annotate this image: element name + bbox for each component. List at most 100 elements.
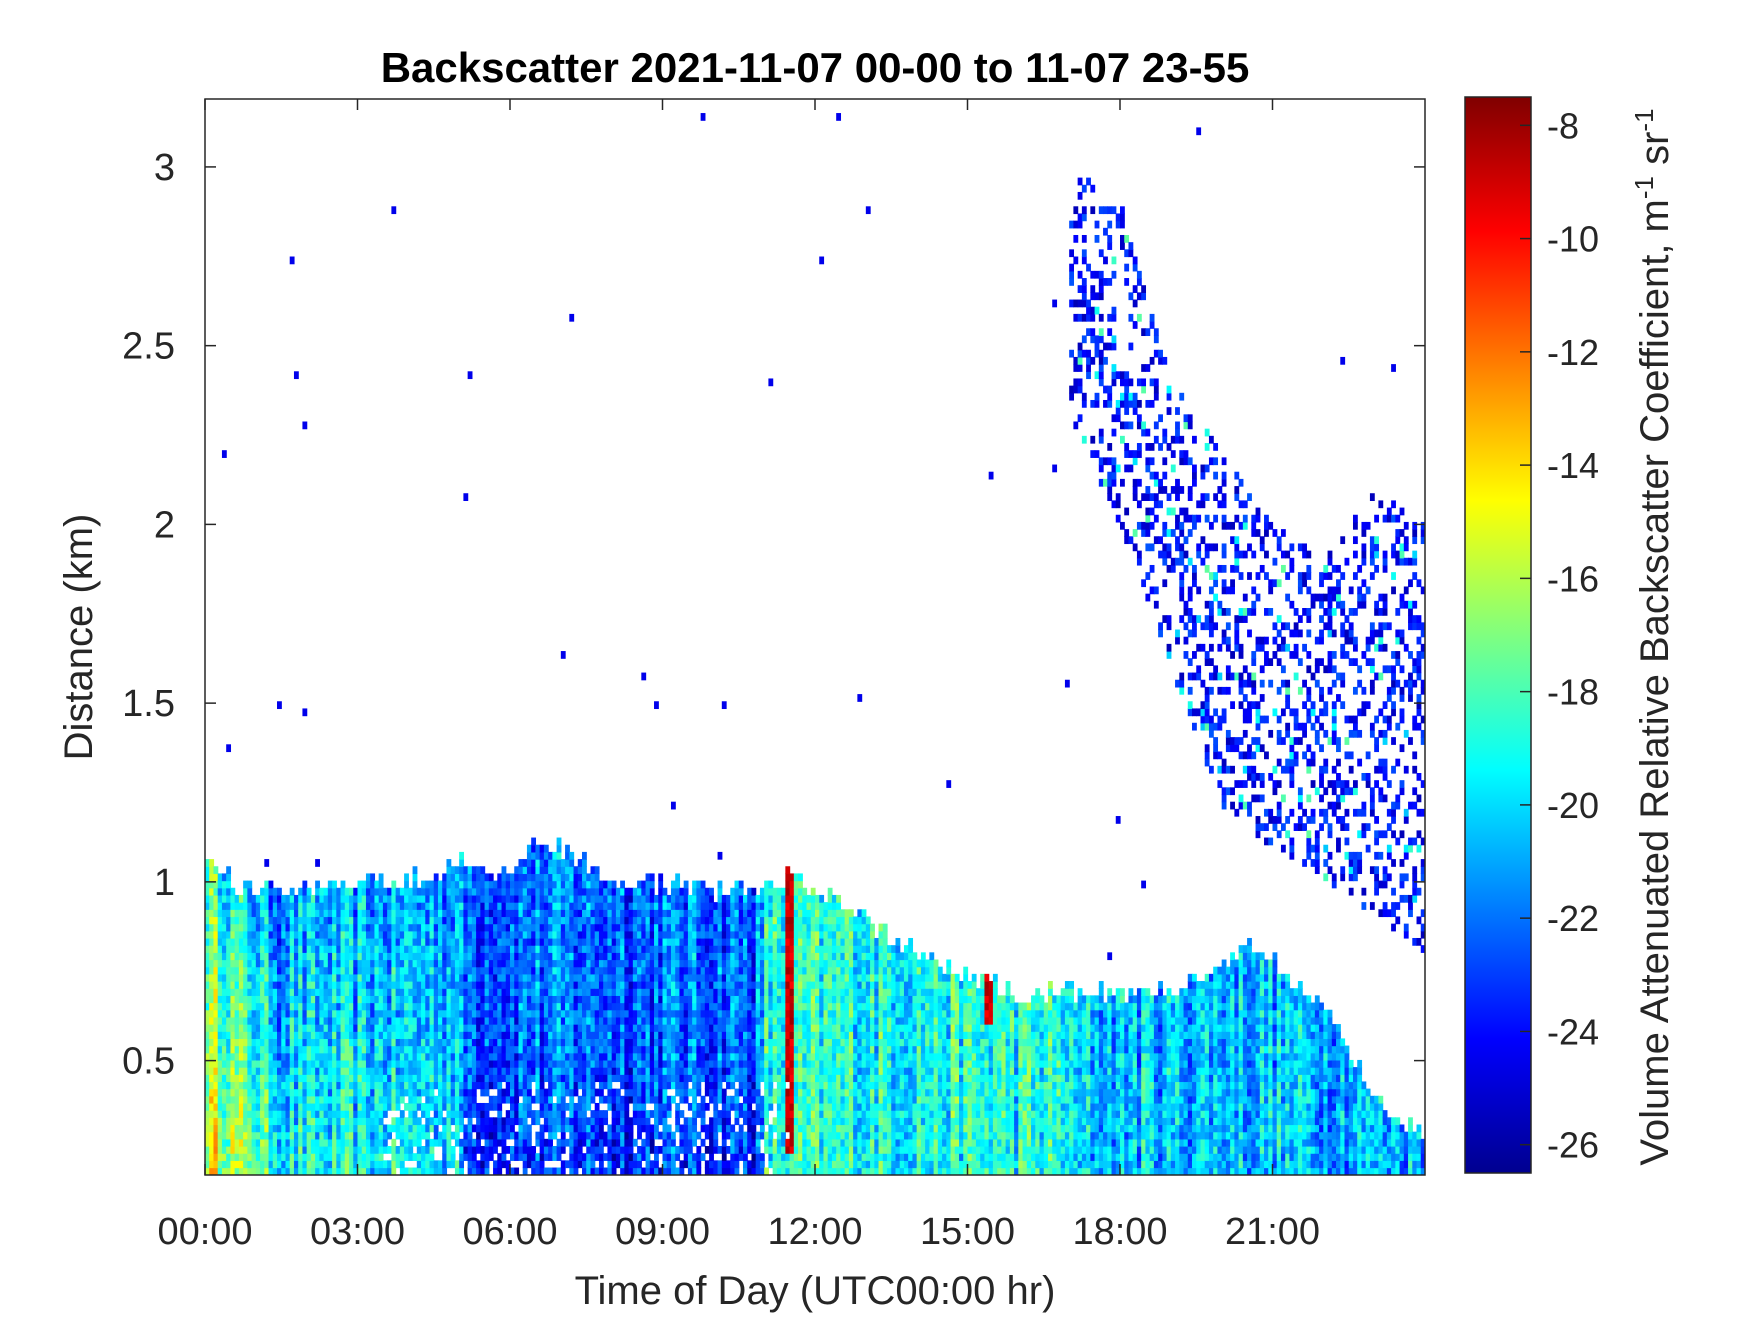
heatmap-cell — [476, 894, 481, 903]
heatmap-cell — [603, 1052, 609, 1061]
heatmap-cell — [611, 1009, 617, 1018]
heatmap-cell — [582, 923, 587, 932]
heatmap-cell — [315, 909, 320, 918]
heatmap-cell — [408, 988, 414, 996]
heatmap-cell — [209, 1016, 215, 1025]
heatmap-cell — [234, 973, 240, 982]
heatmap-cell — [323, 1074, 329, 1083]
heatmap-cell — [437, 1110, 443, 1118]
heatmap-cell — [615, 1074, 621, 1083]
heatmap-cell — [658, 1095, 664, 1104]
heatmap-cell — [662, 1002, 668, 1011]
heatmap-cell — [488, 966, 494, 975]
heatmap-cell — [679, 952, 685, 961]
heatmap-cell — [586, 1167, 592, 1175]
heatmap-cell — [268, 952, 274, 961]
heatmap-cell — [552, 923, 558, 932]
heatmap-cell — [624, 945, 630, 953]
heatmap-cell — [531, 916, 537, 925]
heatmap-cell — [505, 873, 511, 882]
heatmap-cell — [412, 1117, 418, 1126]
heatmap-cell — [687, 916, 693, 925]
heatmap-cell — [700, 1002, 706, 1011]
heatmap-cell — [666, 1016, 672, 1025]
heatmap-cell — [302, 1102, 308, 1111]
heatmap-cell — [582, 1102, 587, 1111]
heatmap-cell — [332, 1009, 337, 1018]
heatmap-cell — [692, 995, 697, 1004]
heatmap-cell — [281, 937, 287, 946]
heatmap-cell — [412, 952, 418, 961]
heatmap-cell — [666, 1110, 672, 1118]
heatmap-cell — [598, 966, 604, 975]
heatmap-cell — [497, 1095, 503, 1104]
heatmap-cell — [569, 937, 575, 946]
heatmap-cell — [692, 894, 697, 903]
heatmap-cell — [412, 988, 418, 996]
heatmap-cell — [298, 1024, 304, 1032]
heatmap-cell — [454, 1024, 460, 1032]
heatmap-cell — [387, 1016, 392, 1025]
heatmap-cell — [730, 1153, 736, 1161]
heatmap-cell — [526, 909, 532, 918]
heatmap-cell — [243, 1153, 248, 1161]
heatmap-cell — [421, 1031, 426, 1039]
heatmap-cell — [289, 1153, 295, 1161]
heatmap-cell — [463, 1016, 469, 1025]
heatmap-cell — [539, 880, 545, 889]
heatmap-cell — [480, 981, 486, 989]
heatmap-cell — [332, 988, 337, 996]
heatmap-cell — [522, 930, 528, 939]
heatmap-cell — [319, 916, 325, 925]
heatmap-cell — [272, 973, 278, 982]
heatmap-cell — [620, 945, 625, 953]
heatmap-cell — [459, 1024, 465, 1032]
heatmap-cell — [425, 1153, 431, 1161]
heatmap-cell — [281, 1059, 287, 1068]
heatmap-cell — [577, 1052, 583, 1061]
heatmap-cell — [315, 902, 320, 910]
heatmap-cell — [590, 923, 596, 932]
heatmap-cell — [569, 1024, 575, 1032]
heatmap-cell — [433, 1067, 439, 1075]
heatmap-cell — [501, 1045, 507, 1054]
heatmap-cell — [726, 1067, 731, 1075]
heatmap-cell — [590, 1095, 596, 1104]
heatmap-cell — [408, 981, 414, 989]
heatmap-cell — [332, 937, 337, 946]
heatmap-cell — [459, 981, 465, 989]
heatmap-cell — [476, 995, 481, 1004]
heatmap-cell — [332, 880, 337, 889]
heatmap-cell — [353, 902, 359, 910]
heatmap-cell — [704, 1088, 710, 1097]
heatmap-cell — [577, 1110, 583, 1118]
heatmap-cell — [480, 1024, 486, 1032]
heatmap-cell — [632, 894, 638, 903]
heatmap-cell — [437, 894, 443, 903]
heatmap-cell — [437, 966, 443, 975]
heatmap-cell — [497, 1110, 503, 1118]
heatmap-cell — [221, 909, 227, 918]
heatmap-cell — [281, 1045, 287, 1054]
heatmap-cell — [425, 945, 431, 953]
heatmap-cell — [548, 902, 553, 910]
heatmap-cell — [565, 880, 570, 889]
heatmap-cell — [365, 1052, 371, 1061]
heatmap-cell — [209, 1146, 215, 1154]
heatmap-cell — [543, 1038, 549, 1047]
heatmap-cell — [226, 930, 232, 939]
heatmap-cell — [374, 1102, 380, 1111]
heatmap-cell — [488, 902, 494, 910]
heatmap-cell — [433, 973, 439, 982]
heatmap-cell — [230, 1095, 236, 1104]
heatmap-cell — [632, 1153, 638, 1161]
heatmap-cell — [209, 1102, 215, 1111]
heatmap-cell — [518, 1102, 524, 1111]
heatmap-cell — [450, 1081, 456, 1090]
heatmap-cell — [302, 1059, 308, 1068]
heatmap-cell — [344, 1002, 350, 1011]
heatmap-cell — [205, 1024, 210, 1032]
heatmap-cell — [522, 981, 528, 989]
heatmap-cell — [268, 973, 274, 982]
heatmap-cell — [298, 902, 304, 910]
